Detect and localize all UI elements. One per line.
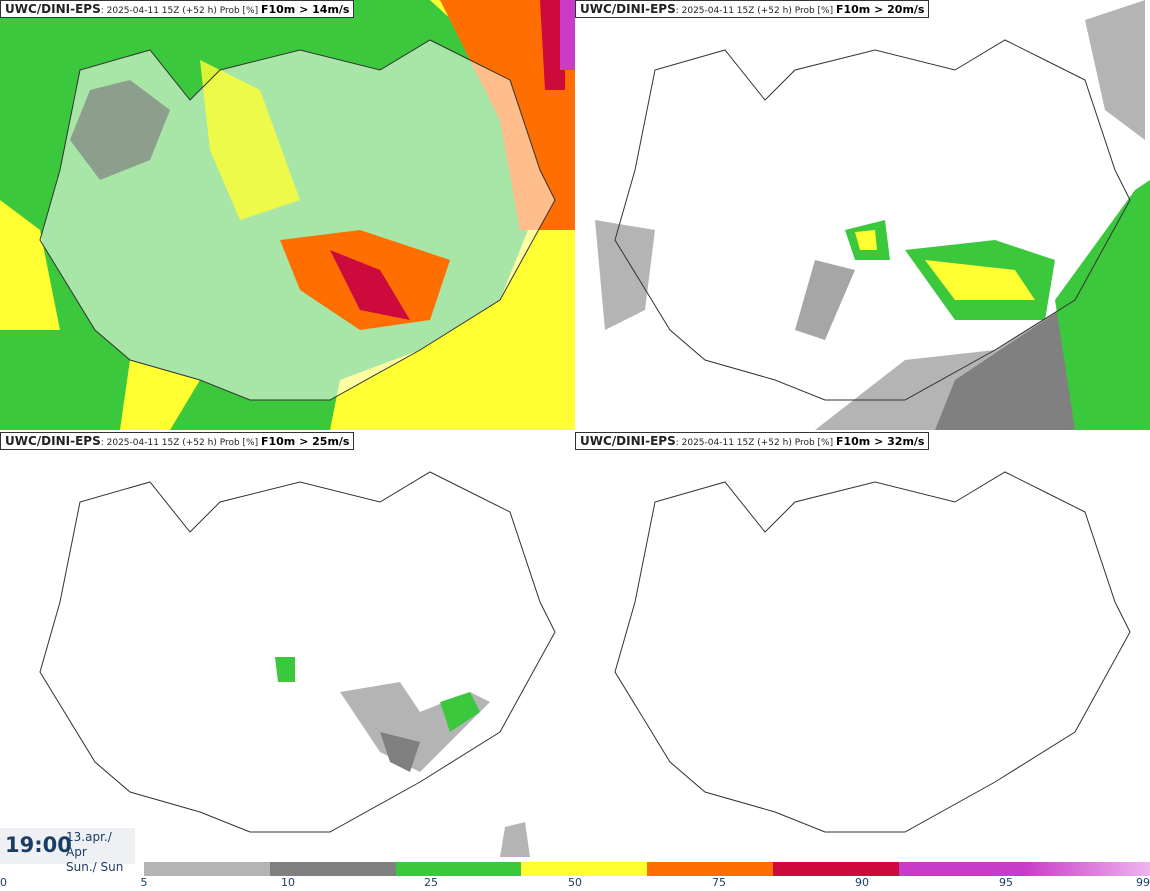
colorbar-segment bbox=[144, 862, 270, 876]
colorbar-tick-label: 5 bbox=[140, 876, 148, 889]
colorbar-tick-label: 75 bbox=[712, 876, 726, 889]
colorbar-segment bbox=[269, 862, 396, 876]
parameter: F10m > 32m/s bbox=[835, 435, 925, 448]
colorbar-segment bbox=[647, 862, 773, 876]
colorbar-tick-label: 90 bbox=[855, 876, 869, 889]
panel-title: UWC/DINI-EPS: 2025-04-11 15Z (+52 h) Pro… bbox=[0, 432, 355, 450]
valid-time-box: 19:00 13.apr./ Apr Sun./ Sun bbox=[0, 828, 135, 874]
colorbar-segment bbox=[521, 862, 647, 876]
probability-map bbox=[575, 0, 1150, 430]
model-name: UWC/DINI-EPS bbox=[5, 434, 101, 448]
colorbar-tick-label: 50 bbox=[568, 876, 582, 889]
map-panel-14ms: UWC/DINI-EPS: 2025-04-11 15Z (+52 h) Pro… bbox=[0, 0, 575, 430]
valid-time: 19:00 bbox=[5, 833, 72, 857]
colorbar-tick-label: 25 bbox=[424, 876, 438, 889]
colorbar-tick-label: 99 bbox=[1136, 876, 1150, 889]
run-info: : 2025-04-11 15Z (+52 h) Prob [%] bbox=[675, 438, 836, 448]
model-name: UWC/DINI-EPS bbox=[580, 434, 676, 448]
panel-title: UWC/DINI-EPS: 2025-04-11 15Z (+52 h) Pro… bbox=[0, 0, 355, 18]
colorbar-tick-label: 95 bbox=[999, 876, 1013, 889]
run-info: : 2025-04-11 15Z (+52 h) Prob [%] bbox=[675, 6, 836, 16]
map-panel-20ms: UWC/DINI-EPS: 2025-04-11 15Z (+52 h) Pro… bbox=[575, 0, 1150, 430]
valid-date: 13.apr./ Apr bbox=[66, 830, 112, 859]
valid-day: Sun./ Sun bbox=[66, 860, 124, 874]
run-info: : 2025-04-11 15Z (+52 h) Prob [%] bbox=[100, 438, 261, 448]
map-panel-25ms: UWC/DINI-EPS: 2025-04-11 15Z (+52 h) Pro… bbox=[0, 432, 575, 862]
colorbar-segment bbox=[772, 862, 899, 876]
run-info: : 2025-04-11 15Z (+52 h) Prob [%] bbox=[100, 6, 261, 16]
probability-map bbox=[0, 432, 575, 862]
colorbar-segment bbox=[1024, 862, 1150, 876]
parameter: F10m > 14m/s bbox=[260, 3, 350, 16]
colorbar-segment bbox=[395, 862, 522, 876]
probability-map bbox=[575, 432, 1150, 862]
colorbar-tick-label: 0 bbox=[0, 876, 7, 889]
colorbar bbox=[144, 862, 1150, 876]
colorbar-segment bbox=[898, 862, 1025, 876]
colorbar-tick-label: 10 bbox=[281, 876, 295, 889]
map-panel-32ms: UWC/DINI-EPS: 2025-04-11 15Z (+52 h) Pro… bbox=[575, 432, 1150, 862]
model-name: UWC/DINI-EPS bbox=[5, 2, 101, 16]
panel-title: UWC/DINI-EPS: 2025-04-11 15Z (+52 h) Pro… bbox=[575, 432, 930, 450]
model-name: UWC/DINI-EPS bbox=[580, 2, 676, 16]
parameter: F10m > 25m/s bbox=[260, 435, 350, 448]
panel-title: UWC/DINI-EPS: 2025-04-11 15Z (+52 h) Pro… bbox=[575, 0, 930, 18]
probability-map bbox=[0, 0, 575, 430]
parameter: F10m > 20m/s bbox=[835, 3, 925, 16]
